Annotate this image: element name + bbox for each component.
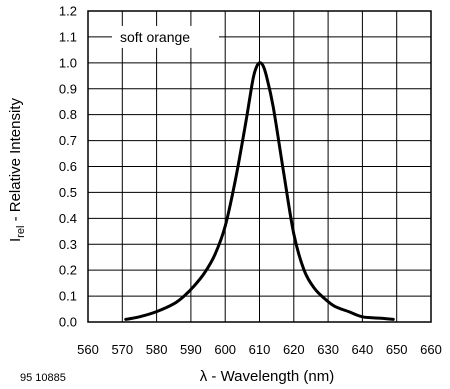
- x-tick-label-620: 620: [283, 342, 305, 357]
- x-tick-label-600: 600: [214, 342, 236, 357]
- tick-labels: 560 570 580 590 600 610 620 630 640 650 660 0.0 0.1 0…: [59, 4, 442, 358]
- plot-area-frame: [87, 10, 432, 323]
- figure-reference-number: 95 10885: [20, 372, 66, 384]
- y-axis-title-subscript: rel: [15, 226, 27, 238]
- x-tick-label-570: 570: [111, 342, 133, 357]
- y-axis-title: Irel - Relative Intensity: [7, 98, 27, 242]
- y-axis-title-rest: - Relative Intensity: [7, 98, 24, 226]
- x-tick-label-590: 590: [180, 342, 202, 357]
- y-tick-label-0.0: 0.0: [59, 315, 77, 330]
- x-tick-label-640: 640: [352, 342, 374, 357]
- y-tick-label-0.3: 0.3: [59, 237, 77, 252]
- x-tick-label-560: 560: [77, 342, 99, 357]
- grid-lines: [87, 10, 432, 323]
- x-tick-label-660: 660: [420, 342, 442, 357]
- y-tick-label-1.0: 1.0: [59, 55, 77, 70]
- y-tick-label-1.1: 1.1: [59, 29, 77, 44]
- series-line-soft-orange: [124, 61, 395, 321]
- x-tick-label-610: 610: [249, 342, 271, 357]
- legend: soft orange: [112, 25, 220, 48]
- y-tick-label-0.8: 0.8: [59, 107, 77, 122]
- legend-label: soft orange: [120, 29, 190, 45]
- y-tick-label-0.2: 0.2: [59, 263, 77, 278]
- y-tick-label-0.6: 0.6: [59, 159, 77, 174]
- y-tick-label-0.7: 0.7: [59, 133, 77, 148]
- y-tick-label-0.5: 0.5: [59, 185, 77, 200]
- y-tick-label-1.2: 1.2: [59, 4, 77, 19]
- x-tick-label-630: 630: [317, 342, 339, 357]
- y-tick-label-0.4: 0.4: [59, 211, 77, 226]
- x-tick-label-650: 650: [386, 342, 408, 357]
- x-axis-title: λ - Wavelength (nm): [200, 368, 334, 385]
- y-tick-label-0.1: 0.1: [59, 289, 77, 304]
- y-axis-title-main: I: [7, 238, 24, 242]
- legend-background: [112, 25, 220, 48]
- x-tick-label-580: 580: [146, 342, 168, 357]
- y-tick-label-0.9: 0.9: [59, 81, 77, 96]
